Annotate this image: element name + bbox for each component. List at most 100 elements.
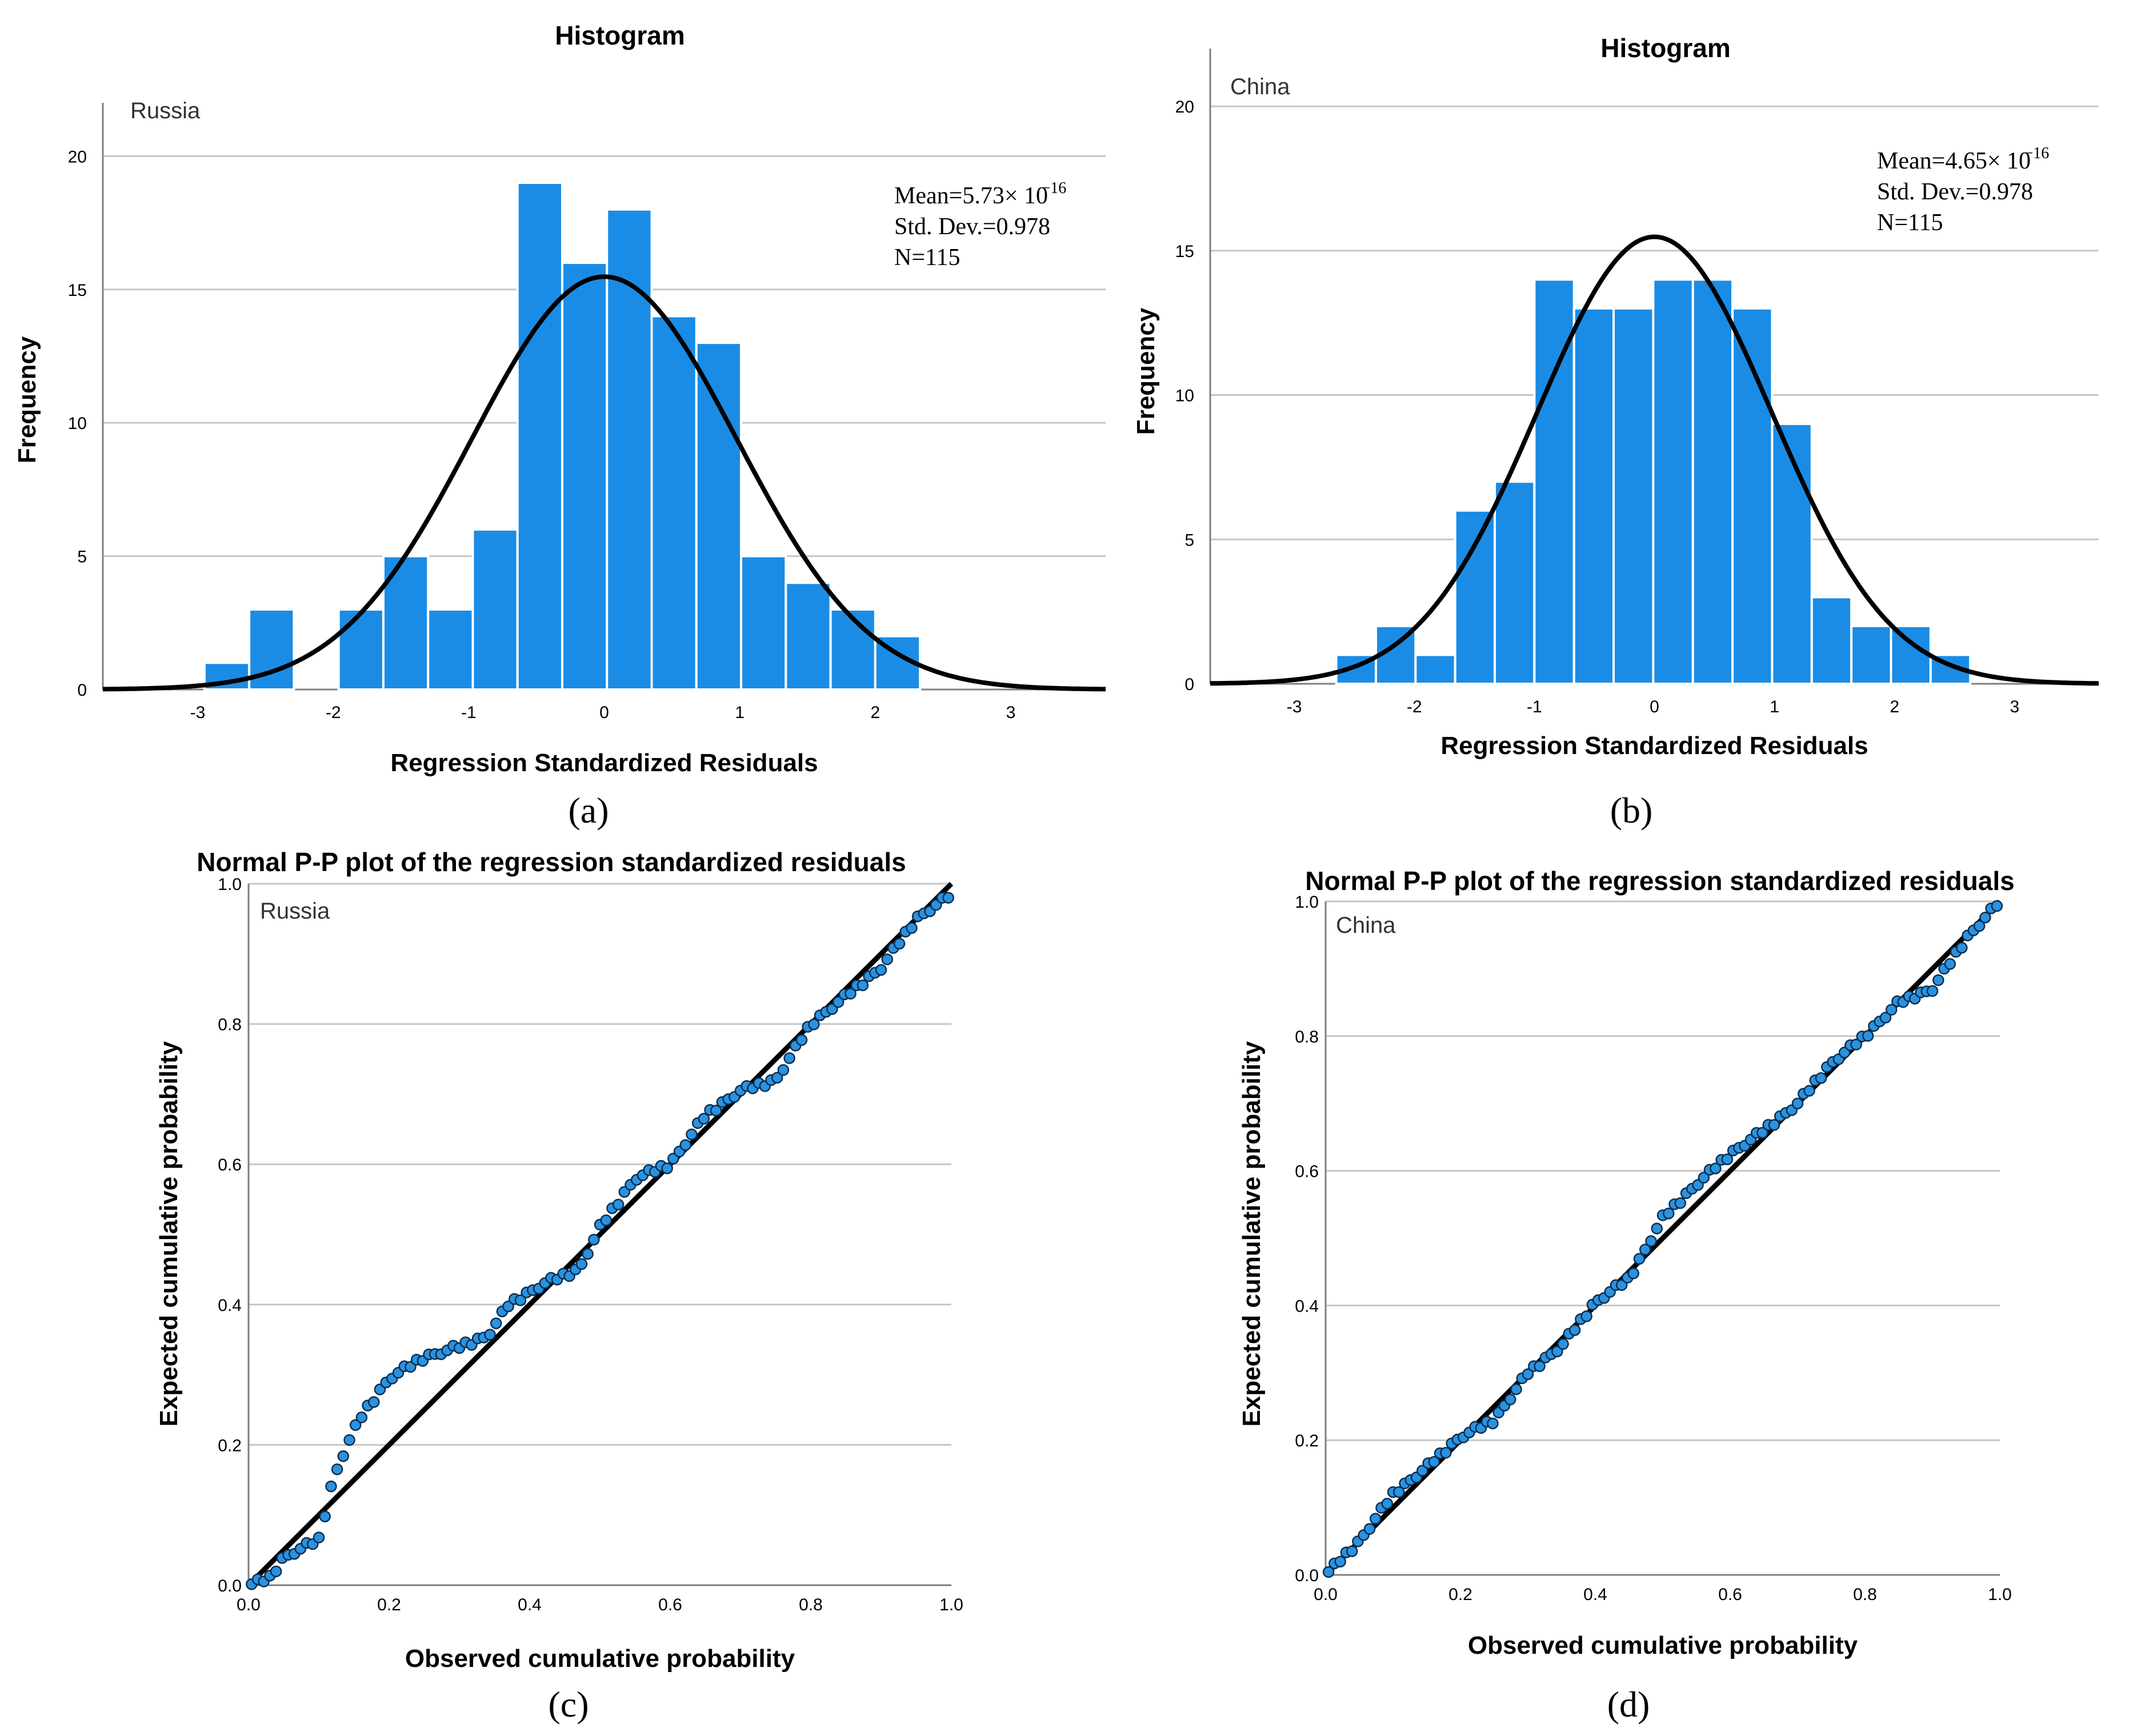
histogram-bar — [1494, 480, 1536, 685]
y-tick-label: 15 — [1175, 242, 1194, 261]
x-tick-label: 0.4 — [1583, 1585, 1607, 1604]
pp-point — [1850, 1039, 1862, 1051]
pp-point — [349, 1419, 362, 1431]
pp-point — [1568, 1324, 1581, 1336]
histogram-b: 0 5 10 15 20 -3 -2 -1 0 1 2 3 Mean=4.65× 10 Std. Dev.… — [1175, 49, 2099, 716]
pp-point — [1973, 920, 1986, 932]
pp-point — [1756, 1126, 1768, 1139]
y-tick-label: 0.6 — [1295, 1162, 1319, 1181]
pp-point — [490, 1317, 502, 1329]
pp-point — [1862, 1030, 1874, 1042]
x-tick-label: 0.8 — [1853, 1585, 1877, 1604]
histogram-bar — [427, 608, 474, 691]
x-tick-label: 0.2 — [377, 1595, 401, 1614]
pp-point — [1346, 1545, 1358, 1557]
pp-point — [1879, 1012, 1892, 1024]
pp-point — [1639, 1244, 1651, 1256]
y-tick-label: 0.2 — [218, 1436, 242, 1455]
histogram-bar — [1850, 624, 1892, 685]
y-tick-label: 1.0 — [1295, 893, 1319, 912]
histogram-bar — [337, 608, 385, 691]
histogram-bar — [785, 582, 832, 691]
pp-point — [1522, 1368, 1534, 1380]
pp-plot-c: 0.00.0 0.2 0.2 0.4 0.4 0.6 0.6 0.8 0.8 1.0 1.0 — [218, 875, 963, 1614]
pp-point — [1381, 1497, 1393, 1510]
pp-point — [1885, 1004, 1898, 1016]
x-tick-label: 0.0 — [1314, 1585, 1338, 1604]
x-tick-label: -1 — [461, 703, 477, 722]
pp-point — [1557, 1338, 1569, 1350]
stats-line: Mean=5.73× 10 — [894, 183, 1048, 209]
pp-point — [331, 1463, 343, 1476]
y-tick-label: 15 — [68, 281, 87, 300]
y-axis-label-d: Expected cumulative probability — [1238, 1041, 1266, 1426]
pp-point — [1710, 1162, 1722, 1174]
x-tick-label: 0.4 — [518, 1595, 542, 1614]
x-tick-label: 2 — [870, 703, 880, 722]
pp-point — [1768, 1118, 1780, 1131]
pp-point — [588, 1233, 600, 1246]
histogram-bar — [516, 182, 563, 691]
histogram-bar — [695, 342, 743, 691]
chart-title-d: Normal P-P plot of the regression standa… — [1305, 866, 2014, 896]
histogram-bar — [1652, 278, 1694, 685]
pp-point — [1393, 1486, 1405, 1498]
pp-point — [355, 1412, 368, 1424]
pp-point — [1698, 1172, 1710, 1184]
y-tick-label: 0.0 — [218, 1577, 242, 1595]
x-axis-label-c: Observed cumulative probability — [405, 1645, 795, 1673]
pp-point — [893, 937, 906, 950]
stats-line: N=115 — [894, 244, 960, 271]
x-tick-label: 0.6 — [1718, 1585, 1742, 1604]
pp-point — [575, 1258, 588, 1270]
pp-point — [1979, 911, 1991, 924]
y-tick-label: 10 — [1175, 387, 1194, 406]
pp-point — [1615, 1279, 1628, 1291]
pp-point — [906, 922, 918, 934]
histogram-bar — [1771, 423, 1813, 685]
pp-point — [1663, 1207, 1675, 1220]
x-tick-label: -2 — [1407, 697, 1422, 716]
x-tick-label: 0.0 — [237, 1595, 261, 1614]
pp-point — [1416, 1465, 1428, 1477]
pp-point — [679, 1139, 691, 1151]
pp-point — [514, 1294, 527, 1306]
pp-point — [942, 892, 954, 904]
chart-title-b: Histogram — [1600, 33, 1730, 63]
histogram-bar — [1612, 307, 1655, 685]
x-tick-label: 3 — [2010, 697, 2020, 716]
pp-point — [1791, 1097, 1804, 1109]
x-tick-label: 0 — [599, 703, 609, 722]
x-tick-label: 1 — [1770, 697, 1779, 716]
x-tick-label: 0 — [1650, 697, 1659, 716]
pp-point — [771, 1072, 783, 1084]
pp-point — [319, 1510, 331, 1522]
pp-point — [484, 1329, 496, 1341]
pp-point — [1803, 1085, 1815, 1097]
x-tick-label: 2 — [1890, 697, 1899, 716]
histogram-bar — [1890, 624, 1932, 685]
chart-title-c: Normal P-P plot of the regression standa… — [197, 847, 906, 877]
pp-point — [1334, 1555, 1346, 1567]
pp-point — [857, 979, 869, 992]
pp-point — [368, 1396, 380, 1408]
pp-point — [881, 953, 893, 965]
y-tick-label: 20 — [68, 147, 87, 166]
histogram-bar — [1731, 307, 1774, 685]
y-tick-label: 0.4 — [1295, 1297, 1319, 1316]
x-axis-label-b: Regression Standardized Residuals — [1440, 732, 1868, 760]
pp-point — [1651, 1222, 1663, 1234]
histogram-bar — [740, 555, 787, 691]
country-label-d: China — [1336, 913, 1396, 938]
histogram-bar — [829, 608, 877, 691]
pp-point — [1932, 974, 1944, 987]
panel-label-c: (c) — [548, 1684, 589, 1725]
histogram-a: 0 5 10 15 20 -3 -2 -1 0 1 2 3 Mean=5.73× 10 Std. Dev.… — [68, 103, 1106, 722]
x-tick-label: 1.0 — [1988, 1585, 2012, 1604]
pp-point — [832, 996, 845, 1008]
pp-point — [600, 1214, 612, 1226]
pp-point — [325, 1480, 337, 1493]
y-tick-label: 1.0 — [218, 875, 242, 894]
pp-point — [1815, 1072, 1827, 1084]
